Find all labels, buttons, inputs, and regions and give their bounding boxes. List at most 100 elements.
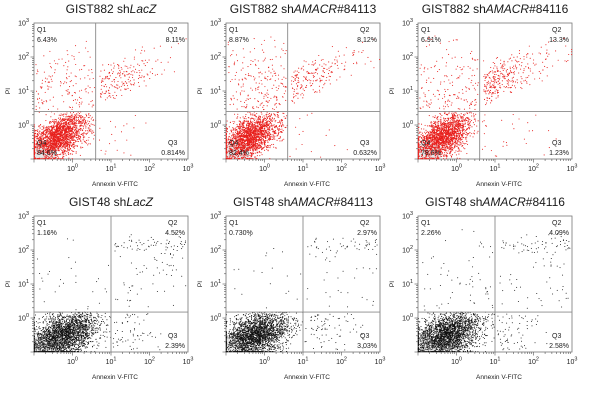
event-point — [60, 123, 62, 126]
event-point — [72, 143, 74, 146]
event-point — [65, 134, 67, 136]
event-point — [257, 148, 259, 150]
event-point — [65, 151, 67, 153]
event-point — [71, 138, 73, 140]
event-point — [78, 141, 80, 143]
event-point — [251, 145, 253, 147]
event-point — [83, 119, 85, 122]
event-point — [72, 150, 74, 152]
event-point — [244, 117, 246, 119]
event-point — [67, 142, 69, 144]
panel-title-part: GIST882 sh — [230, 2, 294, 16]
event-point — [267, 134, 269, 137]
event-point — [236, 108, 238, 110]
event-point — [273, 72, 275, 74]
event-point — [59, 133, 61, 135]
event-point — [243, 90, 245, 92]
event-point — [81, 117, 83, 119]
event-point — [315, 71, 317, 74]
event-point — [274, 103, 276, 105]
event-point — [83, 65, 85, 67]
event-point — [261, 154, 263, 156]
event-point — [249, 121, 251, 123]
event-point — [132, 76, 134, 79]
event-point — [120, 77, 122, 79]
quadrant-percent: 0.814% — [161, 150, 185, 157]
event-point — [266, 117, 268, 119]
event-point — [66, 145, 68, 147]
event-point — [239, 120, 241, 122]
event-point — [279, 128, 281, 130]
panel-title-part: LacZ — [130, 2, 157, 16]
event-point — [68, 60, 70, 62]
event-point — [71, 113, 73, 115]
event-point — [336, 64, 338, 66]
event-point — [137, 63, 139, 65]
event-point — [46, 85, 48, 87]
event-point — [78, 96, 80, 98]
event-point — [57, 130, 59, 132]
event-point — [312, 76, 315, 78]
event-point — [126, 74, 128, 76]
event-point — [263, 119, 265, 121]
event-point — [55, 147, 57, 149]
event-point — [255, 136, 257, 138]
event-point — [114, 86, 116, 88]
event-point — [60, 120, 62, 122]
event-point — [42, 103, 44, 105]
event-point — [61, 123, 64, 125]
event-point — [50, 121, 52, 123]
event-point — [256, 133, 258, 135]
event-point — [269, 147, 271, 149]
event-point — [55, 119, 57, 121]
event-point — [113, 67, 115, 69]
event-point — [240, 156, 243, 158]
event-point — [49, 50, 51, 52]
quadrant-percent: 6.43% — [37, 37, 57, 44]
event-point — [35, 136, 37, 138]
event-point — [255, 82, 257, 84]
event-point — [258, 132, 260, 134]
event-point — [65, 61, 67, 64]
event-point — [73, 139, 75, 141]
event-point — [109, 75, 111, 77]
event-point — [75, 63, 77, 66]
event-point — [83, 133, 85, 135]
event-point — [267, 89, 269, 91]
event-point — [71, 117, 73, 119]
event-point — [79, 106, 81, 108]
event-point — [245, 137, 247, 139]
event-point — [239, 132, 242, 134]
event-point — [352, 54, 354, 56]
event-point — [258, 139, 260, 141]
event-point — [47, 108, 49, 110]
event-point — [86, 129, 88, 132]
x-tick-label: 102 — [144, 164, 155, 174]
event-point — [264, 59, 266, 61]
event-point — [61, 118, 64, 120]
event-point — [273, 70, 275, 72]
event-point — [60, 139, 62, 141]
event-point — [356, 61, 358, 63]
y-tick-label: 103 — [18, 18, 29, 28]
event-point — [251, 138, 253, 140]
event-point — [144, 65, 146, 67]
event-point — [301, 86, 303, 88]
event-point — [92, 104, 94, 106]
event-point — [252, 143, 254, 145]
event-point — [263, 95, 265, 97]
event-point — [58, 142, 60, 144]
event-point — [101, 78, 103, 80]
event-point — [40, 146, 42, 149]
event-point — [45, 157, 47, 159]
event-point — [78, 134, 80, 136]
event-point — [346, 149, 348, 151]
event-point — [255, 145, 257, 147]
event-point — [263, 140, 265, 142]
event-point — [253, 146, 255, 148]
event-point — [68, 134, 70, 136]
event-point — [279, 137, 281, 139]
event-point — [83, 131, 85, 134]
event-point — [79, 154, 81, 156]
